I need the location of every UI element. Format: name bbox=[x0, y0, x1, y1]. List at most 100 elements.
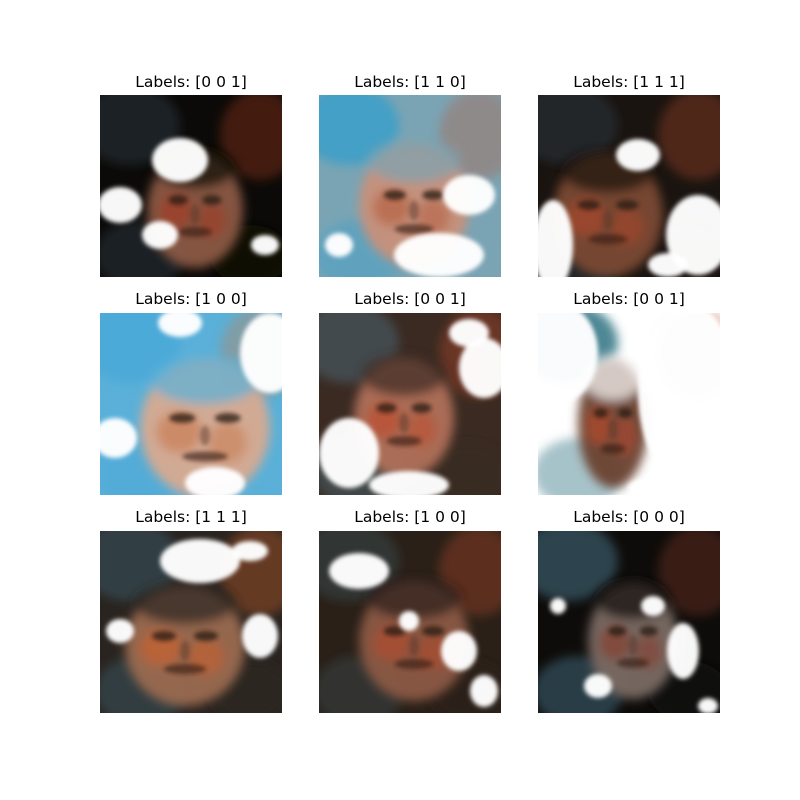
panel-title: Labels: [1 1 1] bbox=[573, 73, 685, 91]
eye bbox=[168, 195, 188, 205]
highlight-blob bbox=[240, 313, 282, 393]
eye bbox=[202, 195, 222, 205]
highlight-blob bbox=[399, 611, 419, 631]
face-render bbox=[100, 531, 282, 713]
eye bbox=[411, 403, 432, 413]
nose bbox=[628, 635, 638, 656]
highlight-blob bbox=[369, 471, 449, 495]
eye bbox=[422, 626, 445, 636]
highlight-blob bbox=[441, 631, 477, 671]
highlight-blob bbox=[185, 467, 245, 495]
eye bbox=[618, 408, 633, 418]
face-render bbox=[319, 313, 501, 495]
highlight-blob bbox=[160, 539, 240, 583]
nose bbox=[603, 210, 613, 231]
panel-title: Labels: [1 1 1] bbox=[135, 508, 247, 526]
panel-title: Labels: [0 0 1] bbox=[354, 290, 466, 308]
eye bbox=[214, 413, 241, 423]
panel-title: Labels: [0 0 1] bbox=[573, 290, 685, 308]
highlight-blob bbox=[628, 476, 708, 495]
eye bbox=[194, 631, 218, 641]
eye bbox=[593, 408, 608, 418]
face-render bbox=[538, 95, 720, 277]
highlight-blob bbox=[470, 675, 498, 707]
panel-title: Labels: [1 1 0] bbox=[354, 73, 466, 91]
eye bbox=[422, 190, 445, 200]
highlight-blob bbox=[638, 313, 720, 483]
generated-face-image bbox=[100, 95, 282, 277]
mouth bbox=[600, 443, 626, 454]
hair-shape bbox=[367, 139, 461, 183]
mouth bbox=[182, 451, 228, 462]
nose bbox=[608, 419, 618, 440]
face-render bbox=[538, 531, 720, 713]
nose bbox=[190, 204, 200, 225]
highlight-blob bbox=[449, 319, 489, 347]
generated-face-image bbox=[538, 313, 720, 495]
nose bbox=[409, 200, 419, 221]
panel-title: Labels: [1 0 0] bbox=[354, 508, 466, 526]
highlight-blob bbox=[100, 418, 137, 458]
eye bbox=[616, 200, 639, 210]
hair-shape bbox=[367, 577, 461, 619]
highlight-blob bbox=[538, 313, 598, 403]
highlight-blob bbox=[648, 253, 688, 277]
generated-face-image bbox=[100, 313, 282, 495]
highlight-blob bbox=[325, 233, 353, 257]
highlight-blob bbox=[459, 338, 501, 398]
generated-face-image bbox=[538, 531, 720, 713]
generated-face-image bbox=[319, 531, 501, 713]
face-render bbox=[100, 313, 282, 495]
highlight-blob bbox=[394, 233, 484, 277]
highlight-blob bbox=[251, 235, 279, 255]
highlight-blob bbox=[106, 619, 134, 643]
face-render bbox=[100, 95, 282, 277]
panel-title: Labels: [0 0 1] bbox=[135, 73, 247, 91]
highlight-blob bbox=[616, 139, 660, 171]
highlight-blob bbox=[319, 418, 379, 488]
face-render bbox=[319, 531, 501, 713]
mouth bbox=[386, 436, 422, 446]
highlight-blob bbox=[329, 553, 389, 589]
highlight-blob bbox=[550, 598, 566, 614]
highlight-blob bbox=[538, 200, 573, 277]
highlight-blob bbox=[100, 187, 142, 223]
hair-shape bbox=[583, 354, 643, 400]
highlight-blob bbox=[584, 674, 612, 698]
eye bbox=[577, 200, 600, 210]
mouth bbox=[617, 657, 649, 668]
mouth bbox=[588, 234, 628, 245]
nose bbox=[409, 636, 419, 656]
generated-face-image bbox=[319, 313, 501, 495]
generated-face-image bbox=[538, 95, 720, 277]
generated-face-image bbox=[319, 95, 501, 277]
nose bbox=[200, 425, 210, 446]
mouth bbox=[394, 659, 434, 669]
highlight-blob bbox=[232, 541, 268, 561]
nose bbox=[180, 641, 190, 661]
mouth bbox=[394, 224, 434, 235]
nose bbox=[399, 413, 409, 433]
highlight-blob bbox=[142, 221, 178, 249]
panel-title: Labels: [0 0 0] bbox=[573, 508, 685, 526]
highlight-blob bbox=[698, 698, 718, 713]
hair-shape bbox=[149, 355, 261, 404]
face-render bbox=[319, 95, 501, 277]
mouth bbox=[164, 664, 206, 674]
face-render bbox=[538, 313, 720, 495]
highlight-blob bbox=[641, 596, 665, 616]
eye bbox=[376, 403, 397, 413]
highlight-blob bbox=[443, 175, 495, 215]
eye bbox=[383, 190, 406, 200]
eye bbox=[383, 626, 406, 636]
eye bbox=[608, 626, 627, 636]
generated-face-image bbox=[100, 531, 282, 713]
eye bbox=[169, 413, 196, 423]
highlight-blob bbox=[158, 313, 202, 337]
mouth bbox=[178, 226, 212, 237]
hair-shape bbox=[361, 354, 447, 396]
highlight-blob bbox=[242, 614, 278, 658]
highlight-blob bbox=[666, 195, 720, 275]
eye bbox=[152, 631, 176, 641]
